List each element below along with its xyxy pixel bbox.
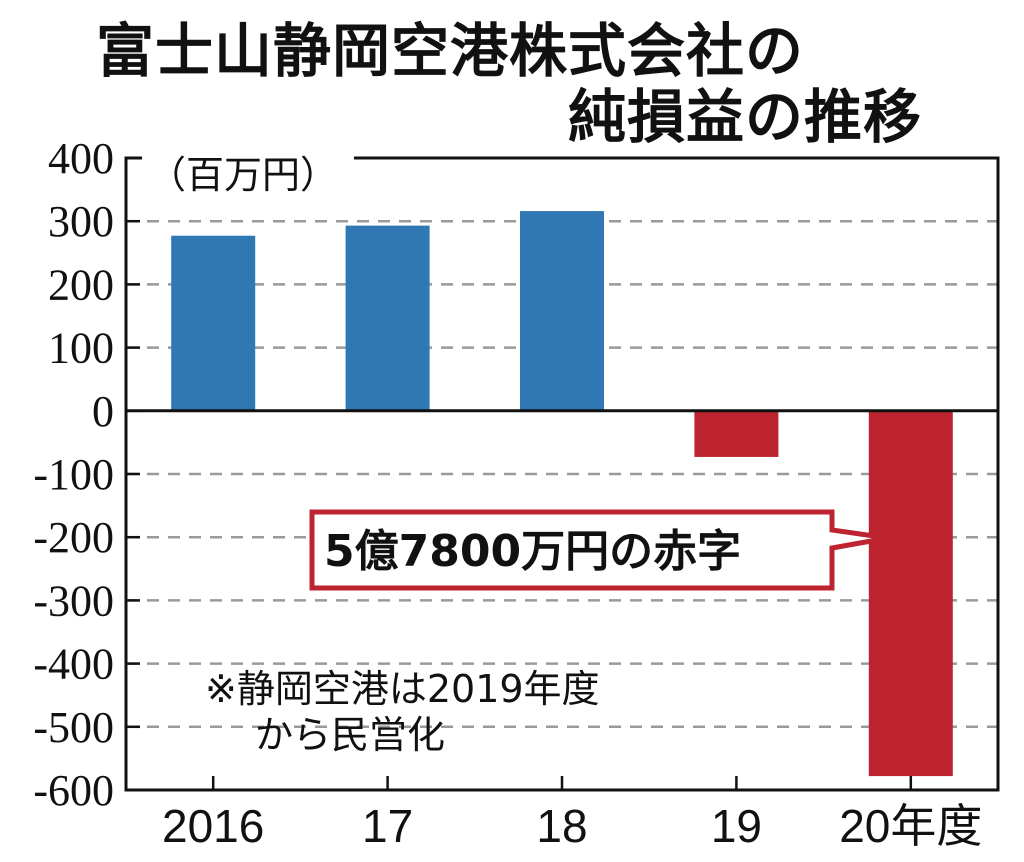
x-tick-label: 2016 xyxy=(162,800,264,852)
y-tick-label: -100 xyxy=(33,450,114,499)
callout: 5億7800万円の赤字 xyxy=(309,509,889,591)
unit-label: （百万円） xyxy=(148,153,338,197)
bar-20年度 xyxy=(868,410,953,777)
chart-title-line1: 富士山静岡空港株式会社の xyxy=(96,17,805,85)
y-tick-label: 400 xyxy=(48,134,114,183)
y-tick-label: 100 xyxy=(48,324,114,373)
y-tick-label: -400 xyxy=(33,640,114,689)
bar-19 xyxy=(694,410,779,457)
y-tick-label: 300 xyxy=(48,197,114,246)
chart-title-line2: 純損益の推移 xyxy=(568,83,923,151)
unit-label-background xyxy=(142,150,354,194)
note-line1: ※静岡空港は2019年度 xyxy=(205,667,600,711)
y-tick-label: -300 xyxy=(33,576,114,625)
y-tick-label: -200 xyxy=(33,513,114,562)
plot-frame xyxy=(124,156,1000,792)
y-tick-label: 200 xyxy=(48,260,114,309)
x-tick-label: 17 xyxy=(362,800,413,852)
callout-text: 5億7800万円の赤字 xyxy=(324,526,741,577)
bar-18 xyxy=(520,211,604,411)
x-tick-label: 18 xyxy=(536,800,587,852)
callout-box xyxy=(309,509,889,591)
y-tick-label: -500 xyxy=(33,703,114,752)
x-tick-label: 19 xyxy=(711,800,762,852)
bar-17 xyxy=(345,225,430,411)
bars xyxy=(171,211,953,777)
y-tick-label: 0 xyxy=(92,387,114,436)
bar-2016 xyxy=(171,235,256,411)
axes xyxy=(124,156,1000,792)
note-line2: から民営化 xyxy=(255,713,445,757)
tick-labels: 400 300 200 100 0 -100 -200 -300 -400 -500 -600 201… xyxy=(33,134,982,852)
x-tick-label: 20年度 xyxy=(839,800,982,852)
y-tick-label: -600 xyxy=(33,766,114,815)
